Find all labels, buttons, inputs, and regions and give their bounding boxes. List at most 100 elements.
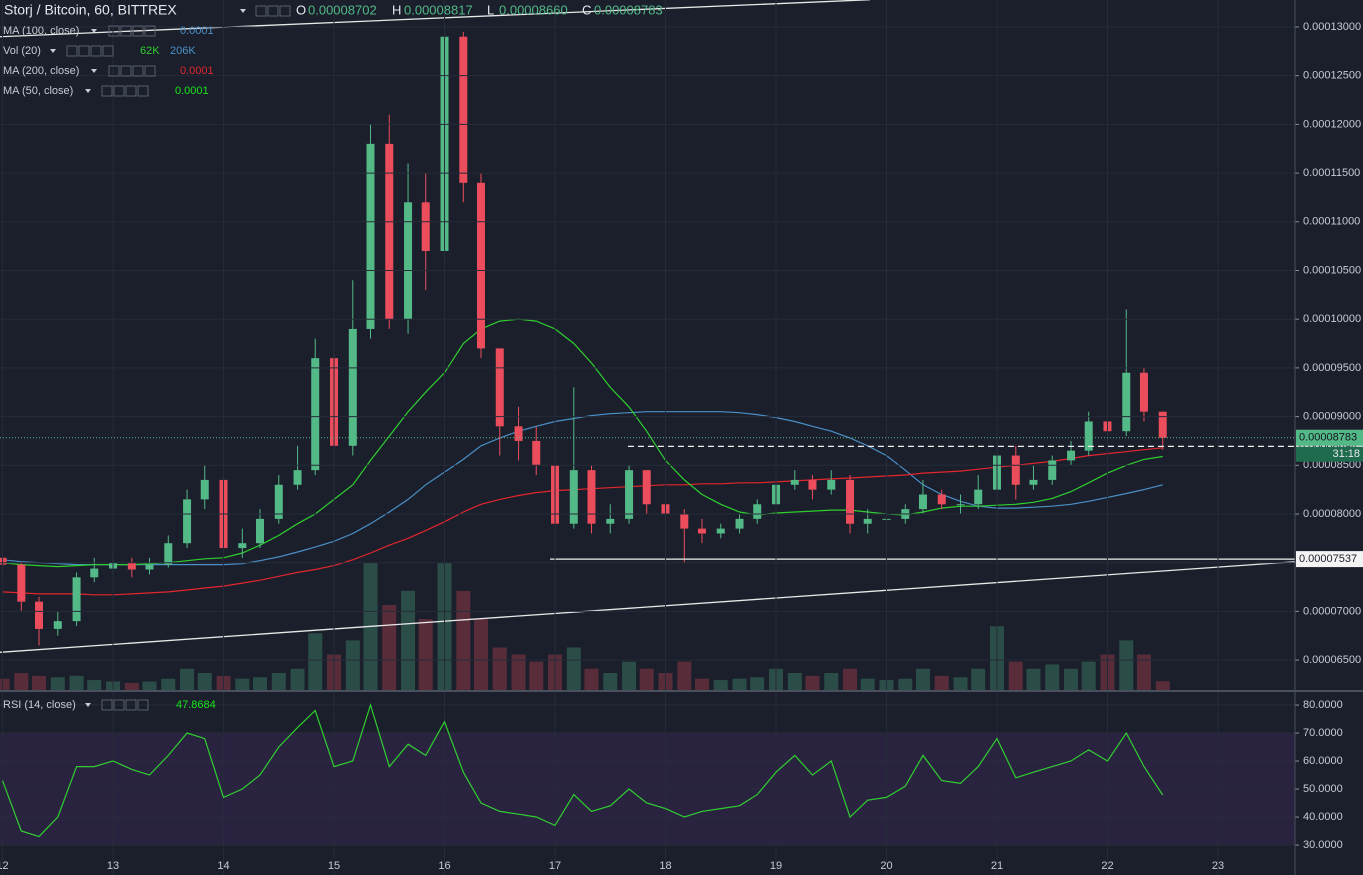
dropdown-arrow (91, 69, 97, 73)
ohlc-value: 0.00008660 (499, 2, 568, 17)
candle-body (937, 494, 946, 505)
candle-body (827, 479, 836, 490)
legend-icon (113, 699, 125, 711)
y-tick-label: 0.00011500 (1303, 167, 1360, 179)
legend-value: 62K (140, 45, 160, 57)
candle-body (183, 499, 192, 544)
candle-body (532, 440, 541, 466)
x-tick-label: 18 (659, 860, 671, 872)
volume-bar (898, 678, 913, 690)
volume-bar (1081, 661, 1096, 690)
candle-body (956, 504, 965, 506)
volume-bar (805, 675, 820, 690)
volume-bar (713, 680, 728, 690)
candle-body (311, 358, 320, 471)
legend-value: 47.8684 (176, 699, 216, 711)
volume-bar (971, 668, 986, 690)
x-tick-label: 22 (1101, 860, 1113, 872)
legend-icon (101, 699, 113, 711)
countdown-label: 31:18 (1332, 448, 1360, 460)
y-tick-label: 70.0000 (1303, 727, 1343, 739)
candle-body (918, 494, 927, 510)
y-tick-label: 60.0000 (1303, 755, 1343, 767)
candle-body (1122, 372, 1131, 432)
candle-body (974, 489, 983, 505)
ohlc-value: 0.00008783 (594, 2, 663, 17)
volume-bar (750, 677, 765, 690)
candle-body (17, 564, 26, 602)
x-tick-label: 13 (107, 860, 119, 872)
volume-bar (124, 682, 139, 690)
candle-body (274, 484, 283, 519)
volume-bar (252, 677, 267, 690)
legend-icon (255, 5, 267, 17)
y-tick-label: 0.00008000 (1303, 508, 1361, 520)
ohlc-key: O (296, 2, 306, 17)
candle-body (625, 470, 634, 519)
candle-body (495, 348, 504, 427)
volume-bar (382, 605, 397, 690)
legend-name: MA (50, close) (3, 85, 73, 97)
volume-bar (32, 675, 47, 690)
countdown-badge (1296, 446, 1363, 462)
volume-bar (492, 647, 507, 690)
ohlc-key: L (487, 2, 494, 17)
volume-bar (1008, 661, 1023, 690)
ohlc-value: 0.00008817 (404, 2, 473, 17)
candle-body (716, 528, 725, 534)
candle-body (348, 328, 357, 446)
volume-bar (787, 673, 802, 690)
y-tick-label: 0.00013000 (1303, 21, 1361, 33)
legend-icon (137, 699, 149, 711)
volume-bar (915, 668, 930, 690)
legend-value: 206K (170, 45, 196, 57)
legend-icon (113, 85, 125, 97)
volume-bar (584, 668, 599, 690)
volume-bar (639, 668, 654, 690)
dropdown-arrow (85, 703, 91, 707)
legend-value: 0.0001 (180, 65, 214, 77)
x-tick-label: 20 (880, 860, 892, 872)
dropdown-arrow (50, 49, 56, 53)
candle-body (1029, 479, 1038, 485)
volume-bar (843, 668, 858, 690)
legend-icon (120, 65, 132, 77)
candle-body (1158, 411, 1167, 438)
y-tick-label: 0.00010000 (1303, 313, 1361, 325)
legend-icon (66, 45, 78, 57)
candle-body (1084, 421, 1093, 451)
candle-body (642, 470, 651, 505)
volume-bar (622, 661, 637, 690)
candle-body (366, 143, 375, 329)
volume-bar (345, 640, 360, 690)
volume-bar (1119, 640, 1134, 690)
candle-body (606, 518, 615, 524)
candle-body (0, 557, 7, 565)
candle-body (255, 518, 264, 544)
legend-icon (125, 699, 137, 711)
legend-icon (101, 85, 113, 97)
x-tick-label: 15 (328, 860, 340, 872)
legend-icon (108, 65, 120, 77)
candle-body (790, 479, 799, 485)
x-tick-label: 14 (217, 860, 229, 872)
candle-body (238, 543, 247, 549)
legend-value: 0.0001 (180, 25, 214, 37)
level-label: 0.00007537 (1299, 553, 1357, 565)
volume-bar (603, 673, 618, 690)
candle-body (35, 601, 44, 629)
candle-body (53, 621, 62, 629)
volume-bar (401, 590, 416, 690)
candle-body (145, 564, 154, 570)
x-tick-label: 23 (1212, 860, 1224, 872)
ohlc-key: C (582, 2, 591, 17)
y-tick-label: 50.0000 (1303, 783, 1343, 795)
candle-body (1067, 450, 1076, 461)
candle-body (476, 182, 485, 349)
moving-average-line (2, 318, 1163, 568)
volume-bar (1026, 668, 1041, 690)
volume-bar (308, 633, 323, 690)
level-badge (1296, 551, 1363, 568)
trendline (0, 561, 1295, 653)
